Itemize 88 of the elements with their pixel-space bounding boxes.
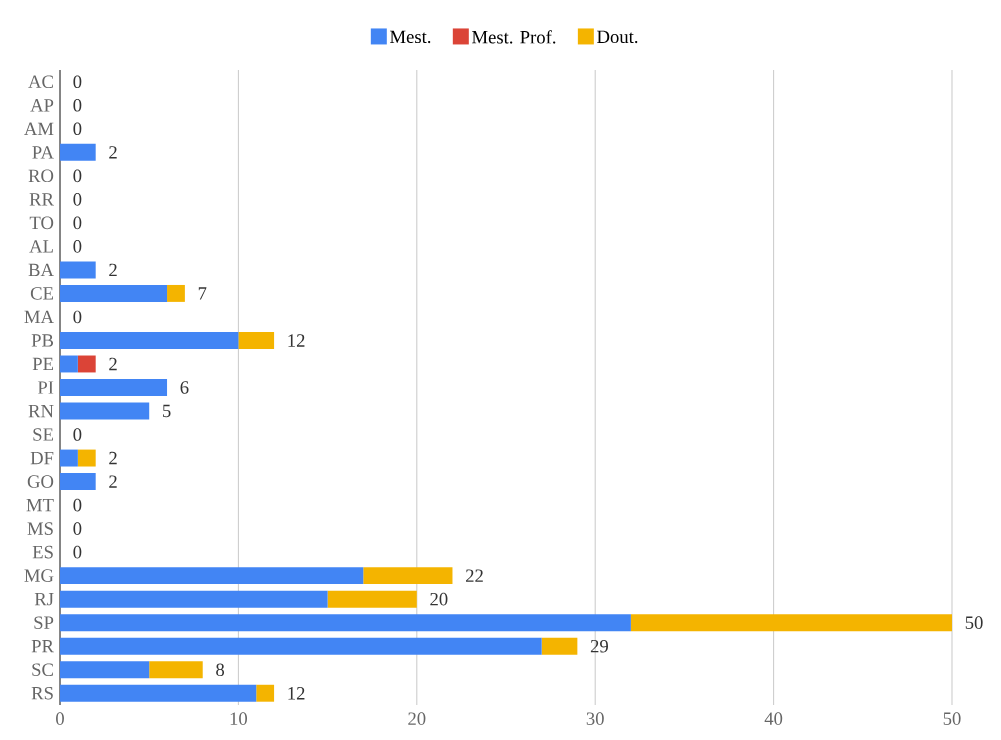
total-label: 12 [288, 334, 305, 347]
bar [256, 684, 275, 702]
bar [77, 449, 96, 467]
bar [60, 590, 328, 608]
bar [60, 355, 78, 373]
y-tick-label: PE [32, 357, 54, 371]
y-tick-label: SP [34, 616, 54, 629]
bar [167, 284, 185, 302]
total-label: 0 [73, 240, 82, 253]
total-label: 2 [109, 475, 117, 488]
y-tick-label: SE [33, 428, 54, 441]
bar [363, 567, 453, 585]
x-tick-label: 10 [230, 712, 248, 725]
total-label: 2 [109, 451, 117, 465]
x-tick-label: 20 [408, 712, 426, 725]
total-label: 5 [163, 404, 171, 418]
total-label: 0 [73, 545, 82, 559]
total-label: 0 [73, 498, 82, 512]
y-tick-label: MG [24, 569, 54, 582]
bar [60, 379, 168, 396]
total-label: 6 [180, 381, 189, 394]
y-tick-label: RR [29, 193, 54, 206]
x-tick-label: 0 [56, 712, 64, 725]
x-tick-label: 30 [586, 712, 604, 725]
total-label: 2 [109, 146, 117, 159]
y-tick-label: PI [37, 381, 54, 394]
y-tick-label: RS [31, 686, 53, 700]
bar [60, 637, 542, 655]
bar [77, 355, 96, 373]
y-tick-label: ES [32, 545, 53, 559]
y-tick-label: RO [28, 169, 54, 183]
total-label: 0 [73, 428, 82, 441]
bar [630, 614, 952, 632]
bar [60, 143, 96, 161]
y-tick-label: SC [32, 663, 53, 676]
bar [238, 332, 275, 349]
y-tick-label: DF [30, 451, 54, 465]
total-label: 0 [73, 522, 82, 535]
total-label: 2 [109, 357, 117, 371]
bar [60, 284, 168, 302]
bar [327, 590, 417, 608]
bar [149, 661, 203, 679]
bar [60, 402, 150, 420]
total-label: 0 [73, 216, 82, 230]
y-tick-label: BA [28, 263, 54, 277]
y-tick-label: RJ [34, 592, 54, 606]
y-tick-label: MS [27, 522, 53, 535]
total-label: 22 [466, 569, 483, 582]
y-tick-label: PB [31, 334, 54, 347]
bar [60, 449, 78, 467]
y-tick-label: AC [28, 75, 53, 89]
total-label: 2 [109, 263, 117, 277]
y-tick-label: GO [27, 475, 54, 488]
total-label: 12 [288, 687, 305, 700]
y-tick-label: MT [26, 498, 54, 512]
x-tick-label: 40 [764, 712, 783, 725]
total-label: 0 [73, 75, 82, 89]
total-label: 0 [73, 193, 82, 206]
bar [60, 614, 631, 632]
bar [60, 661, 150, 679]
legend-label: Mest. [390, 30, 431, 44]
bar [541, 637, 578, 655]
total-label: 0 [73, 310, 82, 324]
x-tick-label: 50 [943, 712, 961, 725]
bar [60, 473, 96, 491]
bar [60, 684, 257, 702]
total-label: 0 [73, 98, 82, 112]
total-label: 50 [965, 616, 983, 629]
bar [60, 332, 239, 349]
y-tick-label: PR [31, 640, 54, 653]
bar [60, 261, 96, 279]
y-tick-label: TO [29, 216, 54, 230]
y-tick-label: AL [29, 240, 53, 253]
y-tick-label: AP [30, 99, 54, 112]
total-label: 29 [590, 639, 608, 653]
y-tick-label: CE [30, 287, 54, 300]
y-tick-label: AM [24, 122, 54, 135]
y-tick-label: MA [24, 310, 54, 324]
legend-label: Mest. Prof. [472, 30, 556, 44]
legend-label: Dout. [597, 30, 638, 44]
y-tick-label: RN [28, 404, 54, 418]
total-label: 20 [430, 592, 448, 606]
bar [60, 567, 364, 585]
total-label: 7 [198, 287, 207, 300]
y-tick-label: PA [32, 146, 54, 159]
total-label: 0 [73, 122, 82, 136]
total-label: 0 [73, 169, 82, 183]
total-label: 8 [216, 663, 225, 677]
